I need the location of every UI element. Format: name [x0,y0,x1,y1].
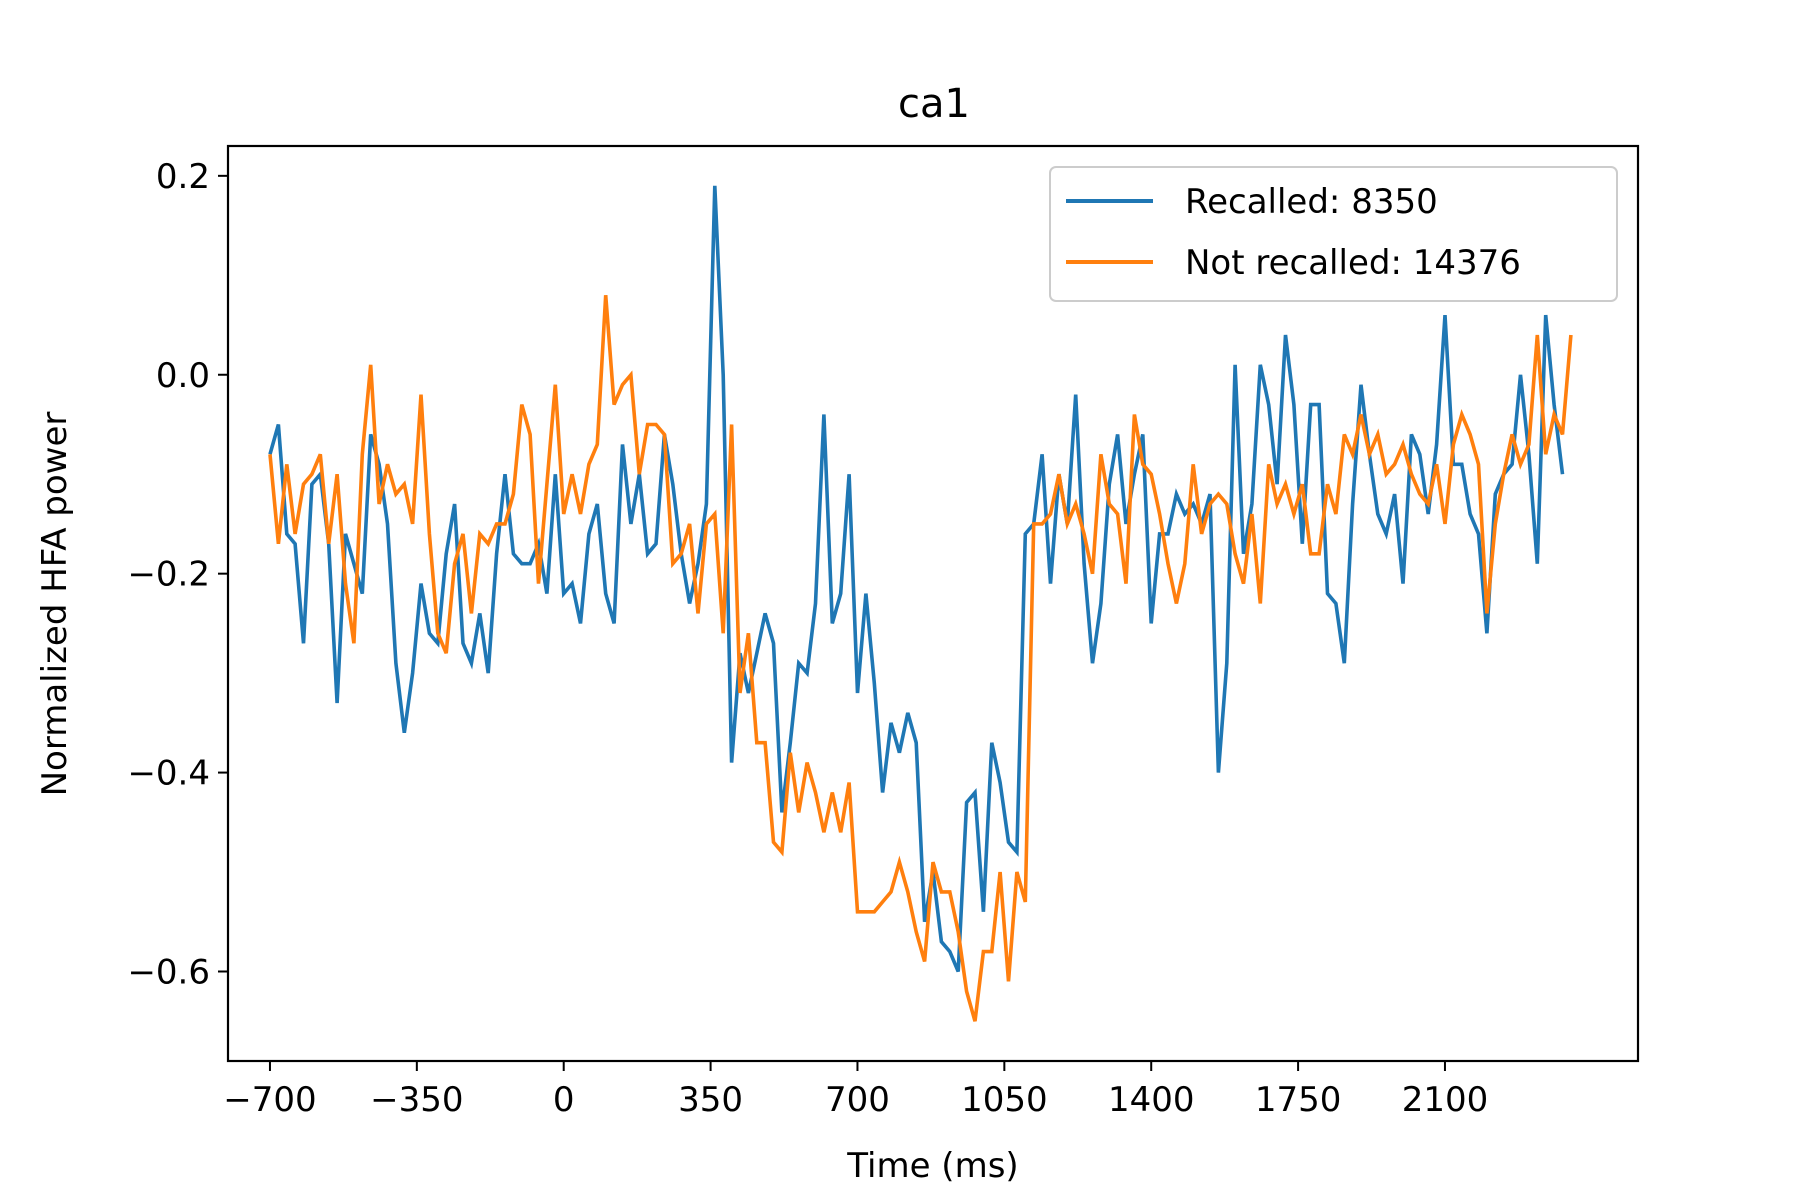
y-axis: 0.2 0.0 −0.2 −0.4 −0.6 [127,157,228,992]
legend-label-recalled: Recalled: 8350 [1185,182,1438,222]
legend-box [1049,166,1618,302]
plot-area [226,144,1640,1063]
x-tick-label: 1400 [1108,1080,1195,1120]
legend-label-not-recalled: Not recalled: 14376 [1185,243,1521,283]
chart-title: ca1 [898,81,970,127]
series-layer [268,185,1573,1022]
y-tick-label: 0.0 [156,356,210,396]
x-tick-label: 350 [678,1080,743,1120]
x-tick-label: 2100 [1402,1080,1489,1120]
x-tick-label: −700 [223,1080,316,1120]
series-line-not-recalled [268,295,1573,1022]
y-tick-label: −0.4 [127,754,210,794]
x-tick-label: 1750 [1255,1080,1342,1120]
x-axis: −700 −350 0 350 700 1050 1400 1750 2100 [223,1061,1488,1120]
legend: Recalled: 8350 Not recalled: 14376 [1049,166,1618,302]
y-axis-label: Normalized HFA power [35,412,75,797]
x-tick-label: −350 [370,1080,463,1120]
x-axis-label: Time (ms) [846,1146,1018,1186]
x-tick-label: 0 [553,1080,575,1120]
y-tick-label: −0.2 [127,555,210,595]
x-tick-label: 1050 [961,1080,1048,1120]
series-line-recalled [268,185,1565,973]
y-tick-label: −0.6 [127,952,210,992]
plot-frame [226,144,1640,1063]
x-tick-label: 700 [825,1080,890,1120]
y-tick-label: 0.2 [156,157,210,197]
